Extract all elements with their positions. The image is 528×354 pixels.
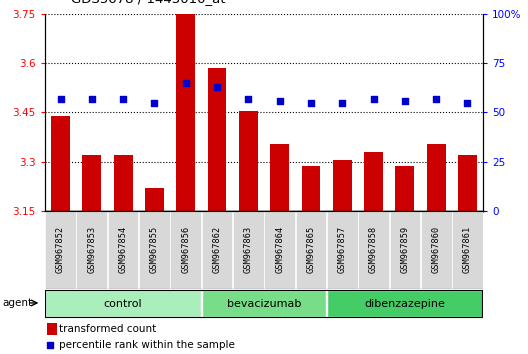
Bar xyxy=(45,211,76,289)
Point xyxy=(276,98,284,103)
Bar xyxy=(265,211,295,289)
Bar xyxy=(51,116,70,354)
Bar xyxy=(202,290,326,317)
Bar xyxy=(452,211,483,289)
Bar xyxy=(114,155,133,354)
Text: percentile rank within the sample: percentile rank within the sample xyxy=(59,340,235,350)
Bar xyxy=(364,152,383,354)
Bar xyxy=(239,111,258,354)
Point xyxy=(56,96,65,102)
Point xyxy=(150,100,158,105)
Bar xyxy=(139,211,170,289)
Text: control: control xyxy=(104,298,143,309)
Bar xyxy=(395,166,414,354)
Text: GSM967861: GSM967861 xyxy=(463,226,472,273)
Bar xyxy=(233,211,263,289)
Point xyxy=(338,100,346,105)
Bar xyxy=(145,188,164,354)
Point xyxy=(119,96,127,102)
Bar xyxy=(333,160,352,354)
Point xyxy=(88,96,96,102)
Text: GSM967862: GSM967862 xyxy=(213,226,222,273)
Bar xyxy=(301,166,320,354)
Text: agent: agent xyxy=(2,298,32,308)
Text: GSM967853: GSM967853 xyxy=(87,226,96,273)
Point xyxy=(370,96,378,102)
Bar xyxy=(358,211,389,289)
Point xyxy=(463,100,472,105)
Bar xyxy=(458,155,477,354)
Text: GSM967863: GSM967863 xyxy=(244,226,253,273)
Bar xyxy=(176,14,195,354)
Point xyxy=(182,80,190,86)
Point xyxy=(432,96,440,102)
Bar xyxy=(82,155,101,354)
Text: GSM967859: GSM967859 xyxy=(400,226,409,273)
Text: GSM967856: GSM967856 xyxy=(181,226,190,273)
Bar xyxy=(296,211,326,289)
Bar xyxy=(47,324,56,336)
Bar xyxy=(108,211,138,289)
Text: GSM967852: GSM967852 xyxy=(56,226,65,273)
Text: GSM967857: GSM967857 xyxy=(338,226,347,273)
Bar xyxy=(421,211,451,289)
Text: bevacizumab: bevacizumab xyxy=(227,298,301,309)
Point xyxy=(213,84,221,90)
Bar xyxy=(77,211,107,289)
Text: GSM967858: GSM967858 xyxy=(369,226,378,273)
Point xyxy=(244,96,252,102)
Text: transformed count: transformed count xyxy=(59,324,157,335)
Bar xyxy=(171,211,201,289)
Bar xyxy=(327,290,483,317)
Text: GSM967865: GSM967865 xyxy=(306,226,315,273)
Text: GDS5678 / 1443010_at: GDS5678 / 1443010_at xyxy=(71,0,226,5)
Bar xyxy=(270,143,289,354)
Text: GSM967860: GSM967860 xyxy=(432,226,441,273)
Bar xyxy=(327,211,357,289)
Text: GSM967855: GSM967855 xyxy=(150,226,159,273)
Bar xyxy=(202,211,232,289)
Bar xyxy=(390,211,420,289)
Bar xyxy=(427,143,446,354)
Text: dibenzazepine: dibenzazepine xyxy=(364,298,445,309)
Bar xyxy=(45,290,201,317)
Text: GSM967864: GSM967864 xyxy=(275,226,284,273)
Bar xyxy=(208,68,227,354)
Point xyxy=(46,342,54,348)
Point xyxy=(307,100,315,105)
Text: GSM967854: GSM967854 xyxy=(119,226,128,273)
Point xyxy=(401,98,409,103)
